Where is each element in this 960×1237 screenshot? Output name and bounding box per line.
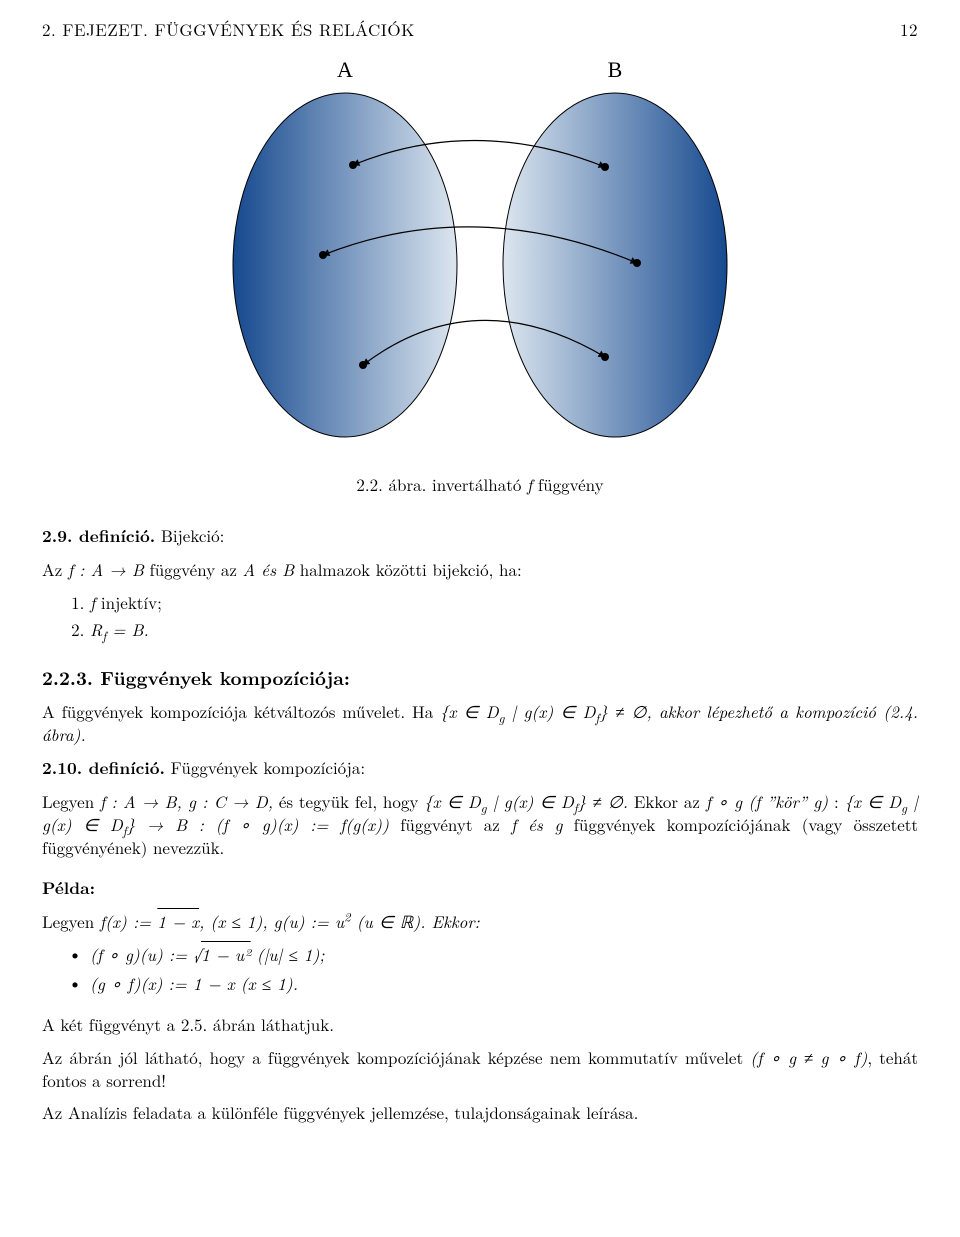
t: függvény az [144, 557, 243, 581]
bullet-2: (g ∘ f)(x) := 1 − x (x ≤ 1). [90, 972, 918, 995]
definition-2-10: 2.10. definíció. Függvények kompozíciója… [42, 756, 918, 780]
t: Legyen [42, 789, 100, 813]
noncommute: (f ∘ g ≠ g ∘ f) [750, 1045, 867, 1069]
rng-rest: = B. [106, 617, 148, 641]
figure-caption: 2.2. ábra. invertálható f függvény [42, 473, 918, 496]
t: függvényt az [389, 812, 511, 836]
t: | g(x) ∈ D [487, 789, 574, 813]
maps: f : A → B, g : C → D, [100, 789, 273, 813]
t: injektív; [95, 590, 162, 614]
fg: f és g [511, 812, 562, 836]
expr: (f ∘ g)(u) := √1 − u² (|u| ≤ 1); [90, 942, 325, 966]
example-intro: Legyen f(x) := 1 − x, (x ≤ 1), g(u) := u… [42, 910, 918, 933]
t: (|u| ≤ 1); [251, 942, 325, 966]
definition-2-9: 2.9. definíció. Bijekció: [42, 524, 918, 548]
running-header: 2. FEJEZET. FÜGGVÉNYEK ÉS RELÁCIÓK 12 [42, 18, 918, 41]
sqrt: √1 − u² [193, 942, 250, 966]
t: Az [42, 557, 68, 581]
example-bullets: (f ∘ g)(u) := √1 − u² (|u| ≤ 1); (g ∘ f)… [42, 943, 918, 995]
t: | g(x) ∈ D [504, 699, 595, 723]
svg-text:A: A [337, 57, 353, 82]
cond-1: f injektív; [90, 591, 918, 614]
t: } ≠ ∅. [578, 789, 628, 813]
t: (x ≤ 1). [235, 971, 298, 995]
t: {x ∈ D [440, 699, 499, 723]
section-2-2-3-head: 2.2.3. Függvények kompozíciója: [42, 665, 918, 691]
t: (u ∈ ℝ). Ekkor: [351, 909, 480, 933]
page: 2. FEJEZET. FÜGGVÉNYEK ÉS RELÁCIÓK 12 AB… [0, 0, 960, 1237]
def-number: 2.9. definíció. [42, 524, 155, 548]
t: Legyen [42, 909, 100, 933]
t: : [828, 789, 844, 813]
t: (f ∘ g)(u) := [90, 942, 193, 966]
closing-1: Az ábrán jól látható, hogy a függvények … [42, 1046, 918, 1092]
t: Ekkor az [628, 789, 706, 813]
expr: (g ∘ f)(x) := 1 − x (x ≤ 1). [90, 971, 298, 995]
sqrt: 1 − x [157, 909, 199, 933]
example-head: Példa: [42, 877, 918, 900]
rng: Rf = B. [90, 617, 149, 641]
t: A függvények kompozíciója kétváltozós mű… [42, 699, 440, 723]
comp: f ∘ g (f ”kör” g) [706, 789, 828, 813]
section-2-2-3-intro: A függvények kompozíciója kétváltozós mű… [42, 700, 918, 746]
def-title: Bijekció: [155, 523, 224, 547]
sets: A és B [243, 557, 295, 581]
t: } → B : (f ∘ g)(x) := f(g(x)) [127, 812, 389, 836]
bijection-diagram: AB [175, 55, 785, 455]
header-left: 2. FEJEZET. FÜGGVÉNYEK ÉS RELÁCIÓK [42, 18, 415, 41]
header-page-number: 12 [900, 18, 918, 41]
t: {x ∈ D [424, 789, 481, 813]
expr: f(x) := 1 − x, (x ≤ 1), g(u) := u2 (u ∈ … [100, 909, 480, 933]
caption-text-post: függvény [532, 472, 603, 496]
t: halmazok közötti bijekció, ha: [294, 557, 522, 581]
bullet-1: (f ∘ g)(u) := √1 − u² (|u| ≤ 1); [90, 943, 918, 966]
def-title: Függvények kompozíciója: [165, 755, 365, 779]
t: {x ∈ D [845, 789, 902, 813]
bijection-conditions: f injektív; Rf = B. [42, 591, 918, 641]
def-number: 2.10. definíció. [42, 756, 165, 780]
cond-2: Rf = B. [90, 618, 918, 641]
t: Az ábrán jól látható, hogy a függvények … [42, 1045, 750, 1069]
caption-text-pre: 2.2. ábra. invertálható [356, 472, 527, 496]
svg-text:B: B [608, 57, 623, 82]
closing-2: Az Analízis feladata a különféle függvén… [42, 1101, 918, 1124]
def29-intro: Az f : A → B függvény az A és B halmazok… [42, 558, 918, 581]
t: (g ∘ f)(x) := 1 − x [90, 971, 235, 995]
map: f : A → B [68, 557, 144, 581]
def210-body: Legyen f : A → B, g : C → D, és tegyük f… [42, 790, 918, 859]
figure-2-2: AB 2.2. ábra. invertálható f függvény [42, 55, 918, 496]
t: és tegyük fel, hogy [273, 789, 424, 813]
example-tail: A két függvényt a 2.5. ábrán láthatjuk. [42, 1013, 918, 1036]
t: f(x) := [100, 909, 157, 933]
rng-sym: R [90, 617, 102, 641]
t: , (x ≤ 1), g(u) := u [199, 909, 344, 933]
set: {x ∈ Dg | g(x) ∈ Df} ≠ ∅. [424, 789, 628, 813]
